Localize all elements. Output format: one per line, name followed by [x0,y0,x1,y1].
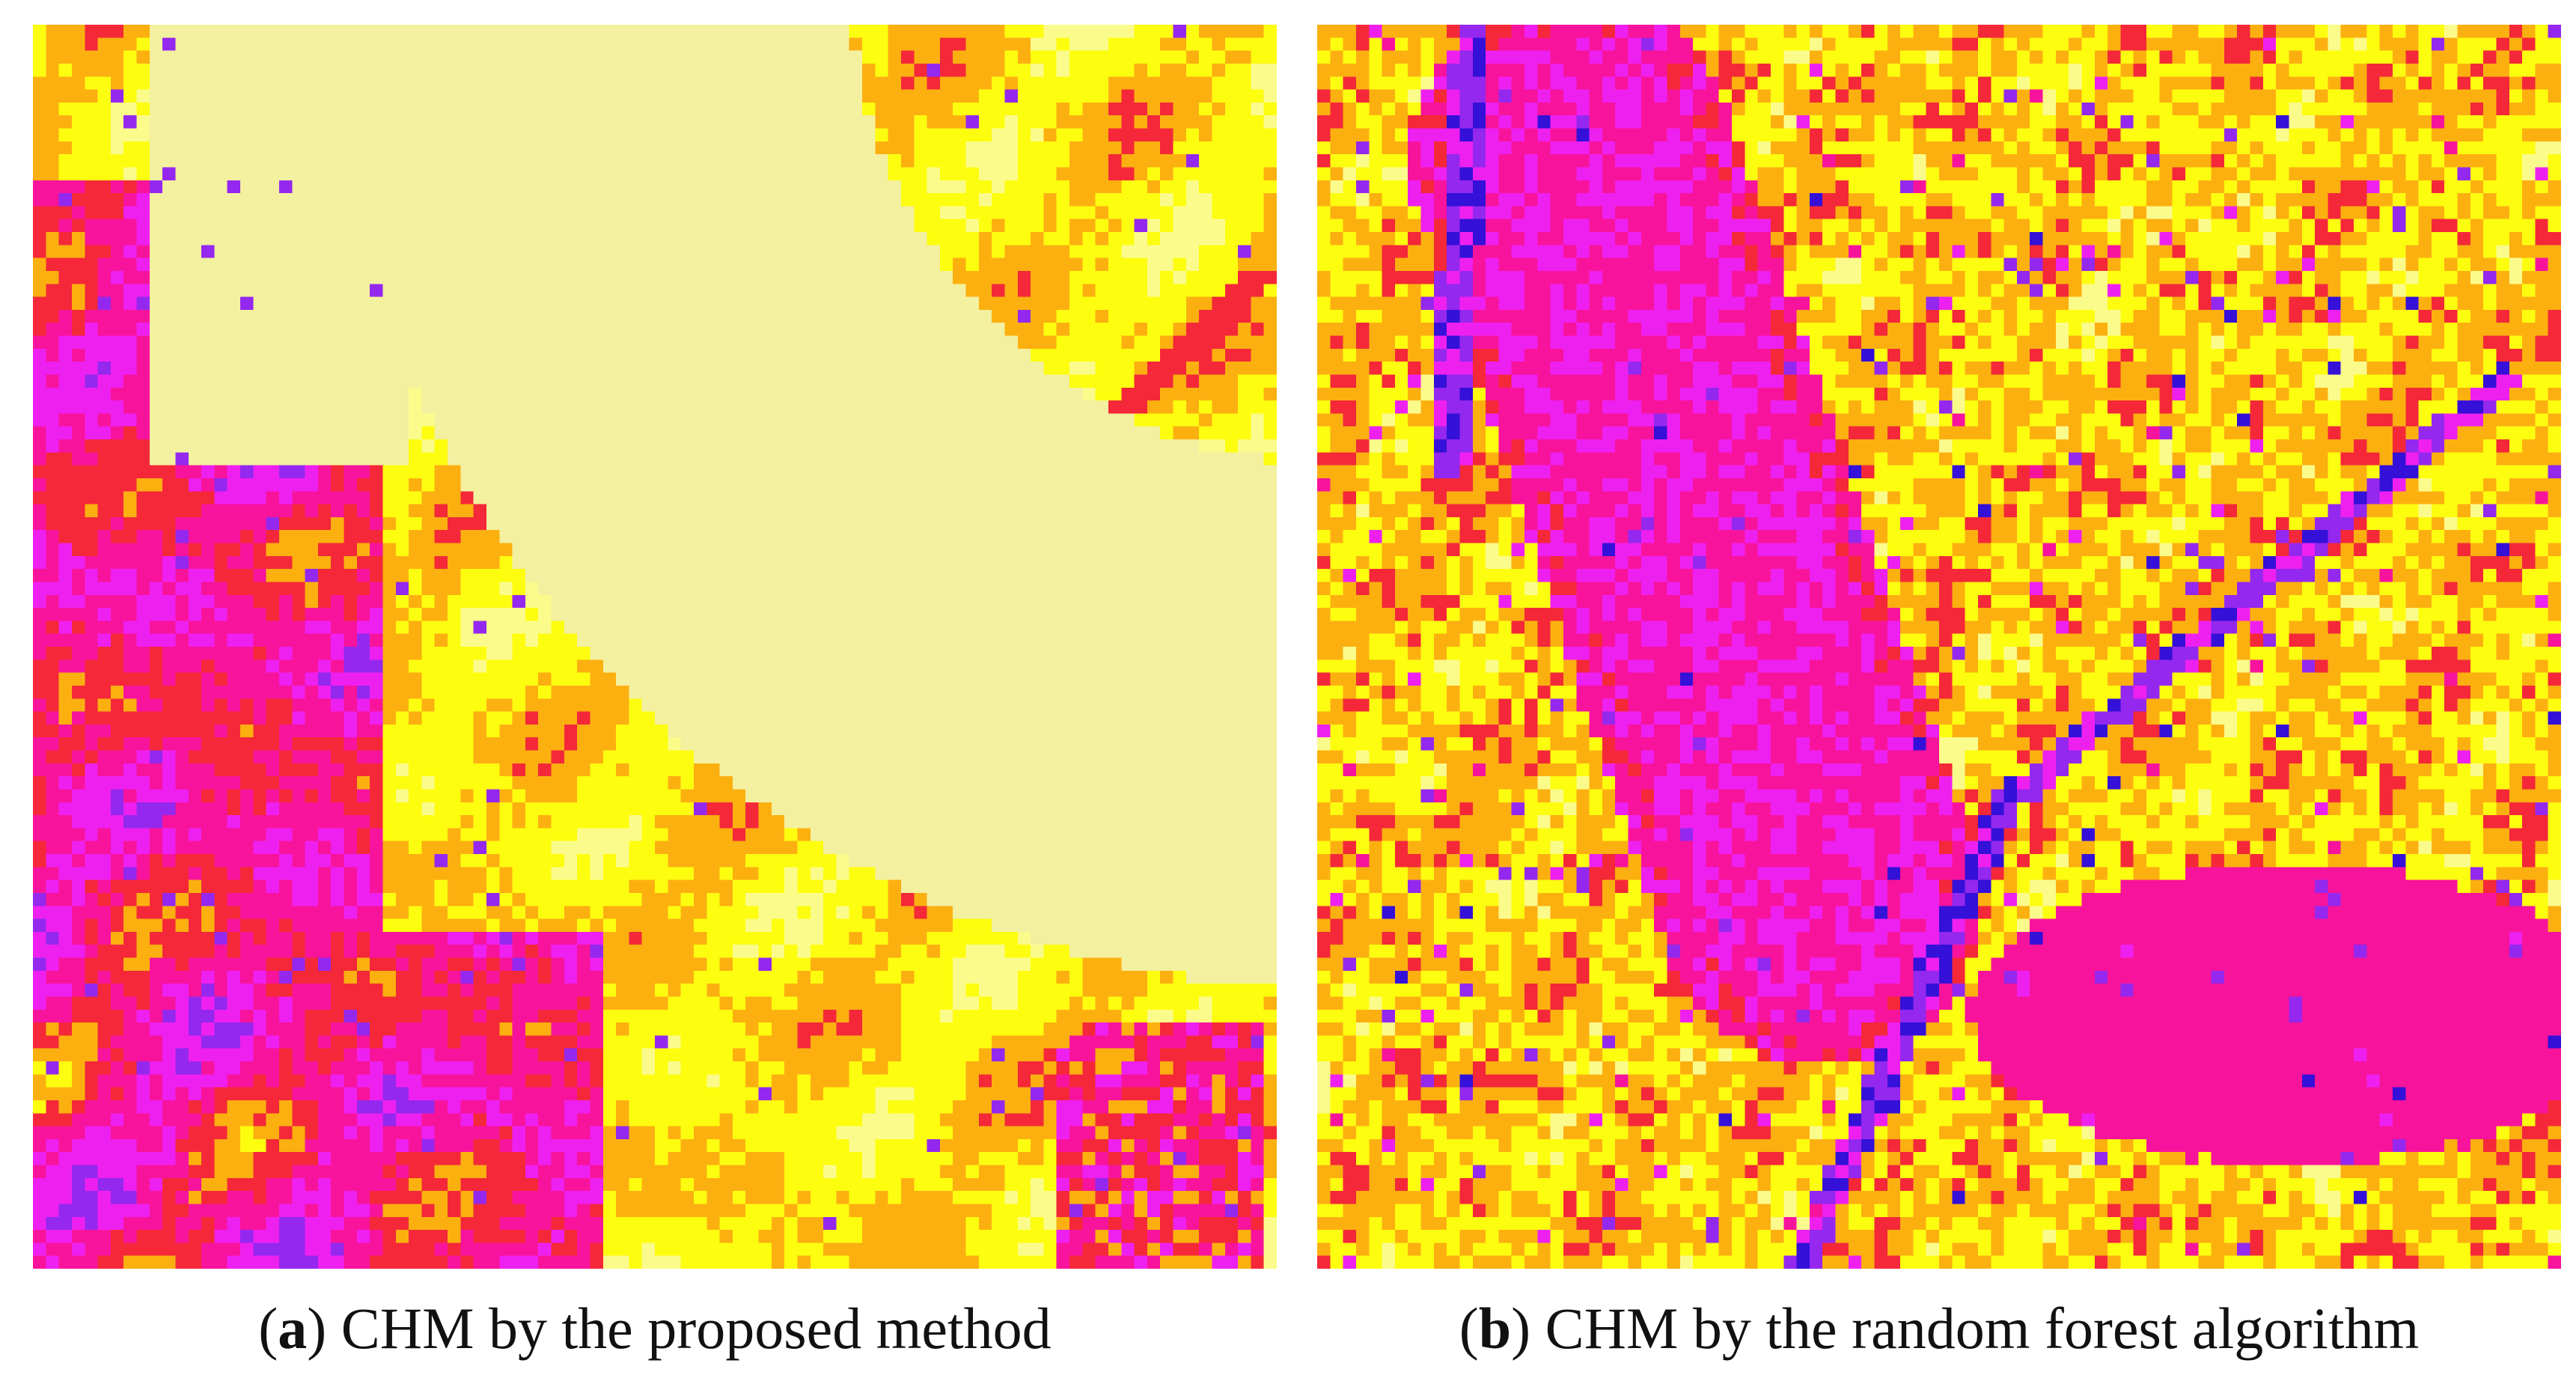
chm-image-proposed [33,25,1277,1269]
caption-letter-b: b [1478,1296,1512,1361]
caption-text-b: CHM by the random forest algorithm [1545,1296,2420,1361]
chm-panel-proposed [33,25,1277,1269]
chm-image-random-forest [1317,25,2561,1269]
caption-proposed: (a) CHM by the proposed method [258,1296,1052,1361]
caption-random-forest: (b) CHM by the random forest algorithm [1459,1296,2420,1361]
caption-letter-a: a [278,1296,308,1361]
chm-panel-random-forest [1317,25,2561,1269]
caption-text-a: CHM by the proposed method [341,1296,1052,1361]
